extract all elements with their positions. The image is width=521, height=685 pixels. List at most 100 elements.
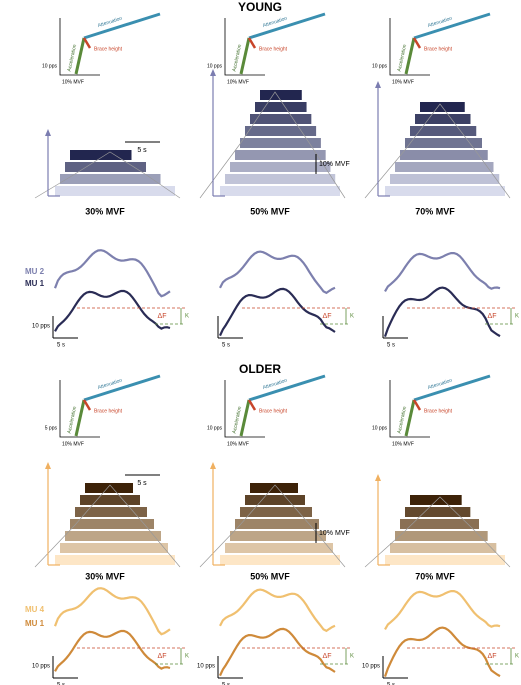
raster-bar	[55, 186, 175, 196]
k-label: K	[350, 314, 354, 320]
attenuation-line	[83, 12, 161, 40]
brace-height-line	[82, 399, 92, 411]
delta-f-label: ΔF	[323, 313, 332, 320]
rate-bar-label: 10 pps	[362, 664, 380, 670]
acceleration-line	[239, 37, 251, 75]
lower-unit-trace	[54, 289, 171, 332]
condition-label: 70% MVF	[415, 206, 455, 216]
raster-bar	[225, 543, 333, 553]
attenuation-line	[248, 12, 326, 40]
inset-x-scale: 10% MVF	[227, 79, 249, 85]
lower-unit-trace	[219, 287, 336, 337]
inset-axes	[224, 18, 265, 76]
time-bar-label: 5 s	[387, 343, 395, 349]
arrow-head	[45, 129, 51, 136]
acceleration-line	[239, 399, 251, 437]
brace-height-label: Brace height	[94, 46, 123, 52]
brace-height-line	[82, 37, 92, 49]
lower-unit-trace	[219, 627, 336, 677]
unit-label: MU 1	[25, 279, 45, 288]
brace-height-line	[247, 37, 257, 49]
time-scale-label: 5 s	[137, 480, 147, 487]
lower-unit-trace	[54, 629, 171, 672]
raster-bar	[85, 483, 133, 493]
raster-bar	[390, 543, 497, 553]
delta-f-label: ΔF	[488, 653, 497, 660]
acceleration-label: Acceleration	[397, 406, 409, 434]
k-label: K	[185, 654, 189, 660]
delta-f-label: ΔF	[323, 653, 332, 660]
raster-bar	[225, 174, 336, 184]
delta-f-label: ΔF	[158, 653, 167, 660]
force-scale-label: 10% MVF	[319, 161, 350, 168]
inset-y-scale: 10 pps	[207, 425, 223, 431]
inset-axes	[224, 380, 265, 438]
condition-label: 30% MVF	[85, 571, 125, 581]
raster-bar	[395, 162, 494, 172]
raster-bar	[70, 519, 154, 529]
inset-axes	[389, 380, 430, 438]
force-trace	[199, 484, 346, 568]
condition-label: 70% MVF	[415, 571, 455, 581]
raster-bar	[385, 555, 505, 565]
k-label: K	[515, 314, 519, 320]
raster-bar	[245, 495, 305, 505]
rate-bar-label: 10 pps	[32, 664, 50, 670]
arrow-head	[375, 81, 381, 88]
k-label: K	[515, 654, 519, 660]
raster-bar	[230, 162, 331, 172]
inset-x-scale: 10% MVF	[227, 441, 249, 447]
brace-height-label: Brace height	[424, 408, 453, 414]
raster-bar	[260, 90, 302, 100]
raster-bar	[410, 495, 462, 505]
time-bar-label: 5 s	[57, 683, 65, 685]
inset-x-scale: 10% MVF	[62, 79, 84, 85]
condition-label: 50% MVF	[250, 571, 290, 581]
acceleration-line	[404, 37, 416, 75]
inset-y-scale: 10 pps	[207, 63, 223, 69]
brace-height-label: Brace height	[259, 46, 288, 52]
raster-bar	[235, 150, 326, 160]
acceleration-line	[74, 37, 86, 75]
force-scale-label: 10% MVF	[319, 530, 350, 537]
unit-label: MU 1	[25, 619, 45, 628]
raster-bar	[240, 138, 321, 148]
inset-y-scale: 5 pps	[45, 425, 58, 431]
raster-bar	[65, 531, 161, 541]
inset-x-scale: 10% MVF	[392, 79, 414, 85]
section-title: YOUNG	[238, 0, 282, 14]
raster-bar	[385, 186, 505, 196]
raster-bar	[250, 114, 312, 124]
raster-bar	[220, 555, 340, 565]
raster-bar	[390, 174, 500, 184]
k-label: K	[185, 314, 189, 320]
brace-height-line	[412, 37, 422, 49]
lower-unit-trace	[383, 286, 501, 338]
attenuation-line	[83, 374, 161, 402]
arrow-head	[210, 462, 216, 469]
raster-bar	[230, 531, 326, 541]
time-scale-label: 5 s	[137, 147, 147, 154]
raster-bar	[70, 150, 132, 160]
brace-height-line	[412, 399, 422, 411]
rate-bar-label: 10 pps	[32, 324, 50, 330]
time-bar-label: 5 s	[222, 683, 230, 685]
condition-label: 30% MVF	[85, 206, 125, 216]
attenuation-line	[413, 12, 491, 40]
attenuation-line	[413, 374, 491, 402]
time-bar-label: 5 s	[222, 343, 230, 349]
inset-axes	[59, 18, 100, 76]
force-trace	[364, 103, 511, 199]
section-title: OLDER	[239, 362, 281, 376]
condition-label: 50% MVF	[250, 206, 290, 216]
raster-bar	[235, 519, 319, 529]
raster-bar	[395, 531, 488, 541]
raster-bar	[60, 543, 168, 553]
raster-bar	[245, 126, 317, 136]
inset-x-scale: 10% MVF	[62, 441, 84, 447]
force-trace	[34, 151, 181, 199]
brace-height-label: Brace height	[259, 408, 288, 414]
acceleration-line	[74, 399, 86, 437]
